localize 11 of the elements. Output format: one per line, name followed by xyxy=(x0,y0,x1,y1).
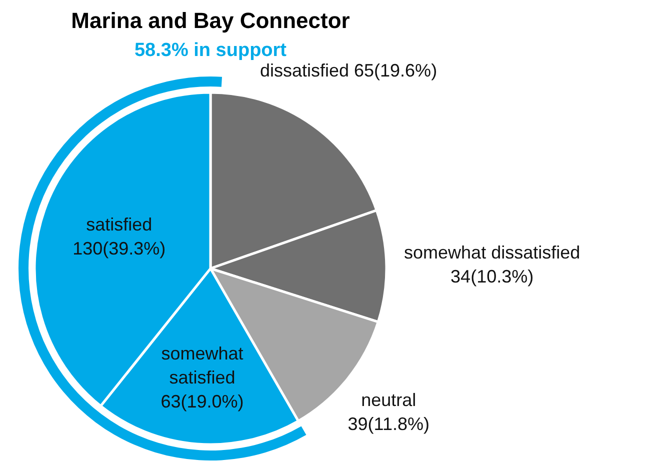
data-label: 39(11.8%) xyxy=(348,414,430,434)
data-label: 34(10.3%) xyxy=(450,266,534,286)
slice-label: somewhat satisfied xyxy=(161,343,244,388)
slice-label: dissatisfied 65(19.6%) xyxy=(260,60,438,80)
chart-title: Marina and Bay Connector xyxy=(71,8,350,33)
slice-label: neutral xyxy=(361,390,416,410)
chart-subtitle: 58.3% in support xyxy=(134,40,288,61)
slice-label: satisfied xyxy=(86,214,152,234)
data-label: 130(39.3%) xyxy=(72,238,166,258)
slice-label: somewhat dissatisfied xyxy=(404,242,580,262)
data-label: 63(19.0%) xyxy=(160,391,244,412)
